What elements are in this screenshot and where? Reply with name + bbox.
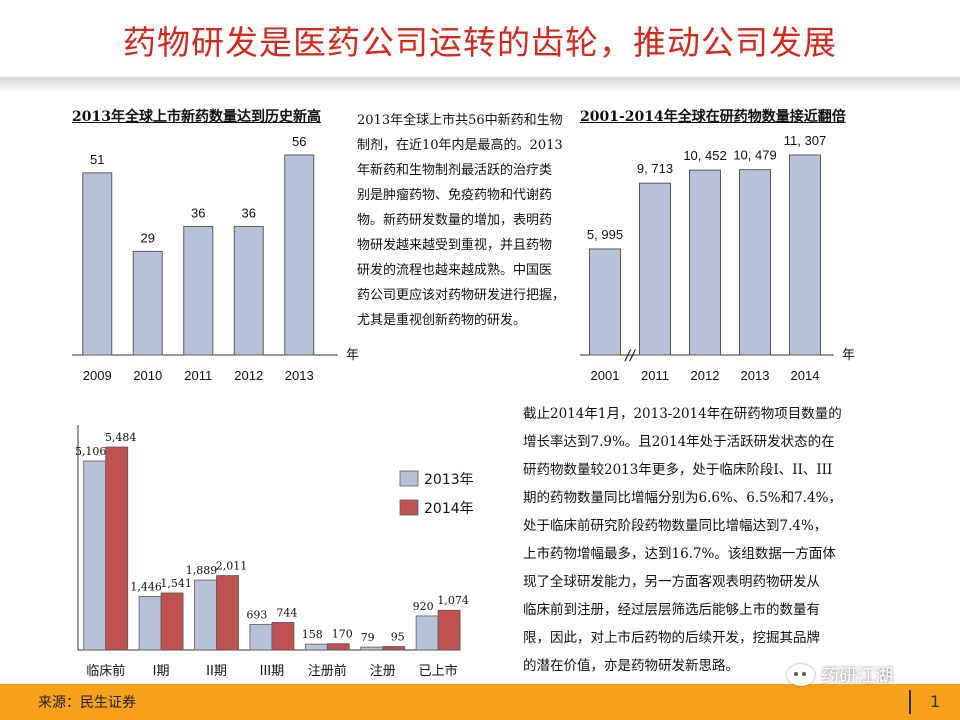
- bar-2013年: [360, 646, 384, 651]
- page-title: 药物研发是医药公司运转的齿轮，推动公司发展: [123, 23, 837, 62]
- title-divider: [0, 77, 960, 93]
- bar: [284, 154, 315, 356]
- bar: [233, 225, 264, 356]
- bar-2013年: [138, 596, 162, 651]
- x-tick-label: 已上市: [419, 663, 458, 679]
- bar: [689, 169, 721, 356]
- bar-2014年: [160, 592, 184, 651]
- data-label: 1,889: [186, 564, 218, 577]
- bar: [589, 248, 621, 356]
- data-label: 51: [90, 152, 104, 167]
- data-label: 5, 995: [587, 227, 623, 242]
- bar-2013年: [194, 579, 217, 651]
- data-label: 2,011: [216, 560, 248, 573]
- paragraph-new-drugs: 2013年全球上市共56中新药和生物 制剂，在近10年内是最高的。2013 年新…: [357, 113, 566, 328]
- data-label: 693: [246, 608, 267, 621]
- bar-2014年: [382, 646, 406, 651]
- x-tick-label: 2013: [741, 368, 770, 383]
- legend-swatch: [399, 499, 419, 516]
- bar-2014年: [216, 575, 239, 651]
- bar-2014年: [437, 609, 461, 651]
- x-tick-label: 临床前: [86, 663, 125, 679]
- legend-label: 2013年: [424, 472, 474, 488]
- bar-2014年: [105, 446, 129, 651]
- x-tick-label: 2011: [641, 368, 669, 383]
- data-label: 29: [141, 230, 155, 245]
- legend-label: 2014年: [424, 501, 474, 517]
- data-label: 920: [413, 600, 434, 613]
- bar: [639, 182, 671, 356]
- x-tick-label: II期: [206, 664, 227, 679]
- bar: [183, 225, 214, 356]
- x-tick-label: 2009: [83, 368, 112, 383]
- bar: [132, 250, 163, 356]
- bar-2013年: [249, 623, 273, 651]
- bar: [739, 169, 771, 356]
- x-tick-label: 2011: [184, 368, 212, 383]
- watermark-text: 药研江湖: [821, 666, 893, 687]
- page-number: 1: [930, 692, 941, 711]
- bar-2013年: [304, 643, 328, 651]
- axis-break-mark: //: [623, 348, 636, 364]
- x-tick-label: 2014: [791, 368, 820, 383]
- watermark: 药研江湖: [787, 662, 893, 688]
- data-label: 95: [391, 630, 405, 643]
- x-tick-label: I期: [153, 664, 170, 679]
- x-tick-label: 注册前: [308, 663, 347, 679]
- bar-2014年: [271, 622, 295, 651]
- data-label: 56: [292, 134, 306, 149]
- data-label: 1,074: [437, 594, 469, 607]
- data-label: 5,106: [75, 445, 107, 458]
- data-label: 170: [332, 628, 353, 641]
- bar: [789, 154, 821, 356]
- data-label: 10, 479: [733, 148, 776, 163]
- data-label: 158: [302, 628, 323, 641]
- data-label: 36: [191, 205, 205, 220]
- data-label: 79: [361, 631, 375, 644]
- legend-swatch: [399, 470, 419, 487]
- x-tick-label: 2012: [691, 368, 720, 383]
- x-tick-label: III期: [260, 664, 285, 679]
- footer-bar: [0, 684, 960, 720]
- data-label: 10, 452: [683, 148, 726, 163]
- data-label: 36: [242, 205, 256, 220]
- x-tick-label: 2013: [285, 368, 314, 383]
- data-label: 11, 307: [784, 133, 826, 148]
- page-separator: [909, 690, 911, 714]
- data-label: 1,446: [130, 580, 162, 593]
- data-label: 9, 713: [637, 161, 673, 176]
- x-axis-label: 年: [842, 348, 855, 363]
- bar-2013年: [415, 615, 439, 651]
- data-label: 1,541: [160, 577, 192, 590]
- x-tick-label: 注册: [370, 664, 396, 679]
- data-label: 744: [276, 606, 297, 619]
- bar-2014年: [326, 643, 350, 651]
- bar-2013年: [83, 460, 107, 651]
- bar: [82, 172, 113, 356]
- paragraph-pipeline: 截止2014年1月，2013-2014年在研药物项目数量的 增长率达到7.9%。…: [523, 406, 842, 674]
- chart2-title: 2001-2014年全球在研药物数量接近翻倍: [580, 109, 846, 125]
- x-axis-label: 年: [346, 348, 359, 363]
- chart1-title: 2013年全球上市新药数量达到历史新高: [72, 109, 321, 125]
- source-note: 来源：民生证券: [38, 695, 136, 711]
- x-tick-label: 2012: [234, 368, 263, 383]
- x-tick-label: 2001: [591, 368, 620, 383]
- x-tick-label: 2010: [133, 368, 162, 383]
- data-label: 5,484: [105, 431, 137, 444]
- wechat-icon: [787, 664, 815, 686]
